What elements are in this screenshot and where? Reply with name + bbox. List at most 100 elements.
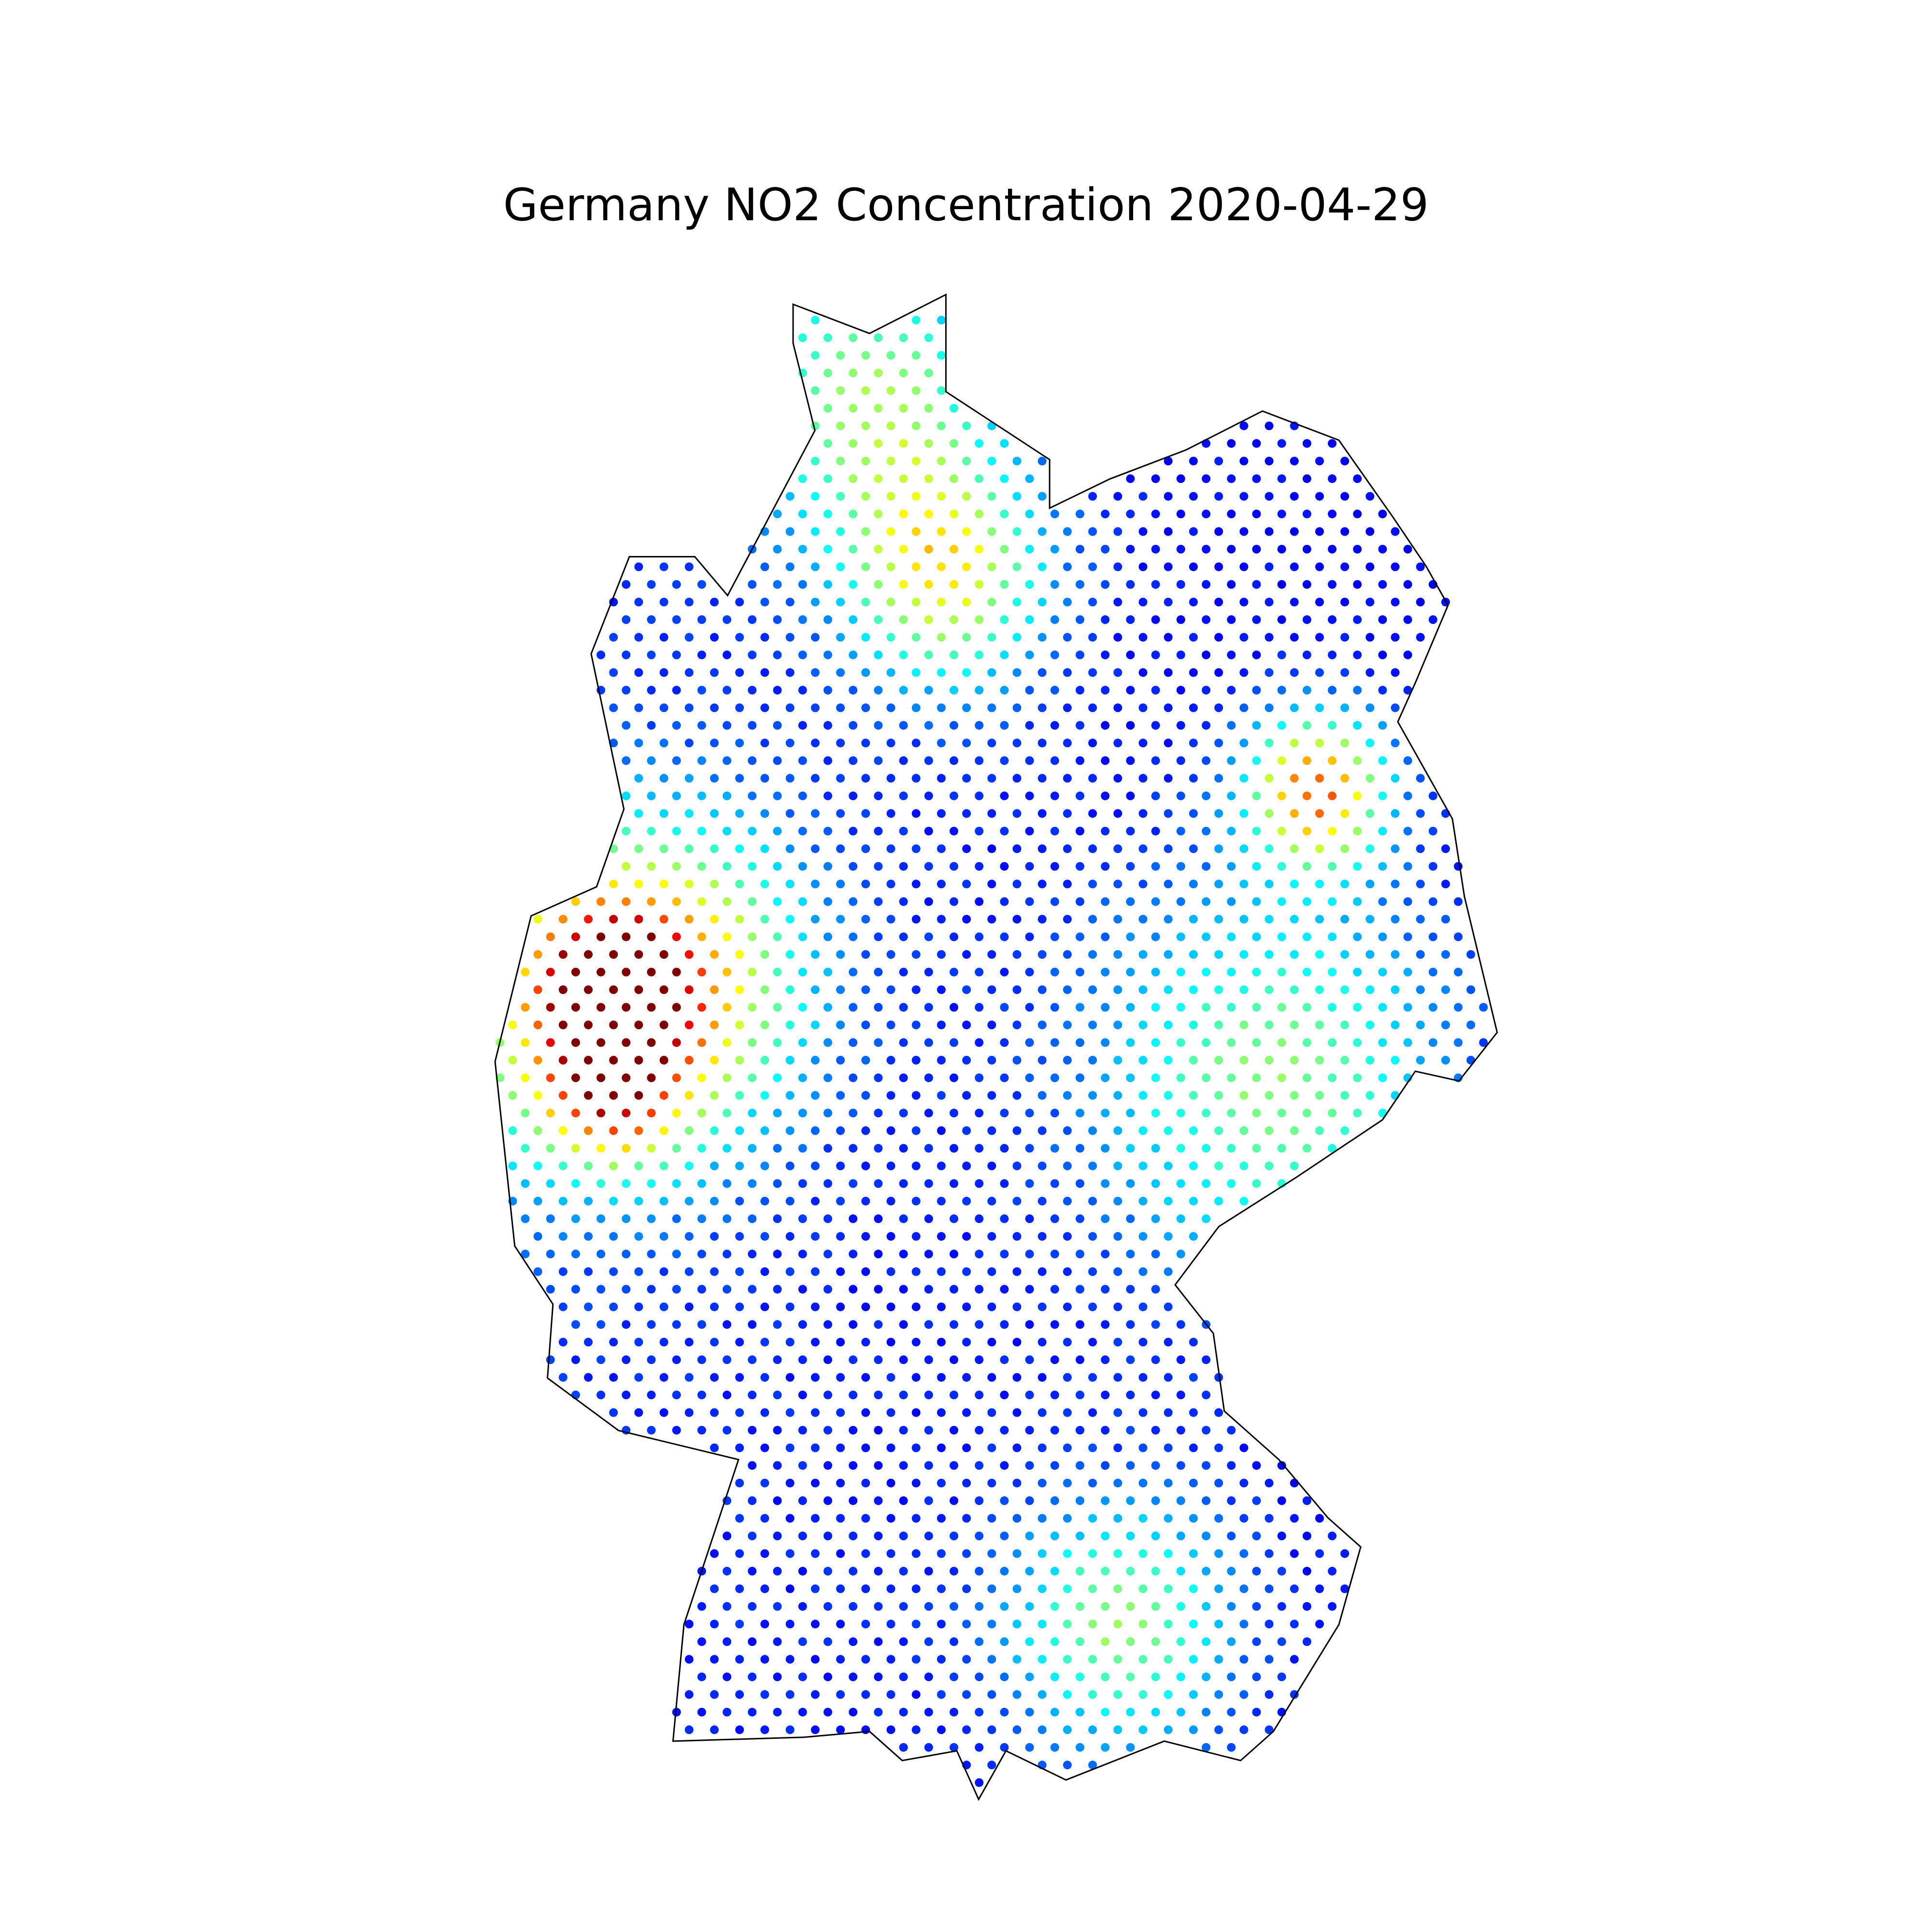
- no2-point-684: [672, 826, 681, 836]
- no2-point-1669: [1012, 1337, 1022, 1347]
- no2-point-116: [1315, 492, 1324, 501]
- no2-point-927: [533, 950, 542, 959]
- no2-point-91: [1252, 474, 1261, 483]
- no2-point-1772: [987, 1408, 996, 1417]
- no2-point-301: [824, 615, 832, 624]
- no2-point-584: [634, 774, 643, 783]
- no2-point-2195: [1151, 1707, 1160, 1717]
- no2-point-1013: [785, 985, 795, 994]
- no2-point-2189: [1000, 1707, 1009, 1717]
- no2-point-945: [987, 950, 996, 959]
- no2-point-177: [924, 545, 933, 554]
- no2-point-1906: [937, 1514, 946, 1523]
- no2-point-1935: [1050, 1532, 1059, 1540]
- no2-point-2082: [824, 1637, 832, 1646]
- no2-point-639: [1202, 791, 1211, 800]
- no2-point-449: [1227, 685, 1236, 695]
- no2-point-989: [1126, 967, 1135, 977]
- no2-point-1024: [1063, 985, 1072, 994]
- no2-point-693: [899, 826, 908, 836]
- no2-point-539: [1088, 739, 1097, 748]
- no2-point-1165: [659, 1056, 668, 1065]
- no2-point-1124: [622, 1038, 631, 1047]
- no2-point-410: [1063, 668, 1072, 677]
- no2-point-2108: [836, 1655, 845, 1664]
- no2-point-508: [1101, 721, 1110, 730]
- no2-point-407: [987, 668, 996, 677]
- no2-point-426: [647, 685, 656, 695]
- no2-point-1739: [773, 1391, 782, 1400]
- no2-point-1295: [1101, 1108, 1110, 1118]
- no2-point-571: [1101, 756, 1110, 765]
- no2-point-2078: [723, 1637, 732, 1646]
- no2-point-526: [760, 739, 769, 748]
- no2-point-494: [748, 721, 757, 730]
- no2-point-1611: [836, 1302, 845, 1311]
- no2-point-1671: [1063, 1337, 1072, 1347]
- no2-point-521: [634, 739, 643, 748]
- no2-point-403: [886, 668, 895, 677]
- no2-point-394: [659, 668, 668, 677]
- no2-point-929: [584, 950, 593, 959]
- no2-point-1663: [861, 1337, 870, 1347]
- no2-point-562: [874, 756, 883, 765]
- no2-point-2216: [1063, 1725, 1072, 1734]
- no2-point-1718: [911, 1373, 921, 1382]
- no2-point-663: [987, 809, 996, 818]
- no2-point-1470: [597, 1214, 606, 1223]
- no2-point-1617: [987, 1302, 996, 1311]
- no2-point-400: [810, 668, 820, 677]
- no2-point-605: [1164, 774, 1173, 783]
- no2-point-1910: [1037, 1514, 1047, 1523]
- no2-point-1445: [710, 1196, 719, 1206]
- no2-point-1286: [874, 1108, 883, 1118]
- no2-point-331: [735, 633, 744, 642]
- no2-point-546: [1264, 739, 1274, 748]
- no2-point-1976: [773, 1566, 782, 1576]
- no2-point-848: [1353, 897, 1362, 906]
- no2-point-242: [1025, 580, 1034, 589]
- no2-point-1652: [584, 1337, 593, 1347]
- no2-point-630: [975, 791, 984, 800]
- no2-point-519: [1378, 721, 1387, 730]
- no2-point-955: [1239, 950, 1249, 959]
- no2-point-566: [975, 756, 984, 765]
- no2-point-1801: [1101, 1426, 1110, 1435]
- no2-point-1101: [1037, 1021, 1047, 1029]
- no2-point-1535: [849, 1250, 858, 1259]
- no2-point-273: [962, 597, 971, 607]
- no2-point-1106: [1164, 1021, 1173, 1029]
- no2-point-397: [735, 668, 744, 677]
- no2-point-1126: [672, 1038, 681, 1047]
- no2-point-1484: [950, 1214, 958, 1223]
- no2-point-1528: [672, 1250, 681, 1259]
- no2-point-527: [785, 739, 795, 748]
- no2-point-1058: [950, 1003, 958, 1012]
- no2-point-36: [886, 421, 895, 430]
- no2-point-800: [1037, 880, 1047, 889]
- no2-point-520: [609, 739, 618, 748]
- no2-point-1120: [521, 1038, 530, 1047]
- no2-point-991: [1176, 967, 1185, 977]
- no2-point-993: [1227, 967, 1236, 977]
- no2-point-1250: [861, 1091, 870, 1100]
- no2-point-1705: [584, 1373, 593, 1382]
- no2-point-1511: [937, 1232, 946, 1241]
- no2-point-2178: [723, 1707, 732, 1717]
- no2-point-268: [836, 597, 845, 607]
- no2-point-178: [950, 545, 958, 554]
- no2-point-514: [1252, 721, 1261, 730]
- no2-point-1337: [1264, 1126, 1274, 1135]
- no2-point-1647: [1126, 1320, 1135, 1329]
- no2-point-1447: [760, 1196, 769, 1206]
- no2-point-2009: [962, 1584, 971, 1593]
- no2-point-261: [659, 597, 668, 607]
- no2-point-1351: [773, 1144, 782, 1153]
- no2-point-283: [1214, 597, 1223, 607]
- no2-point-981: [924, 967, 933, 977]
- no2-point-1446: [735, 1196, 744, 1206]
- no2-point-1736: [697, 1391, 706, 1400]
- no2-point-1492: [1151, 1214, 1160, 1223]
- no2-point-1496: [558, 1232, 568, 1241]
